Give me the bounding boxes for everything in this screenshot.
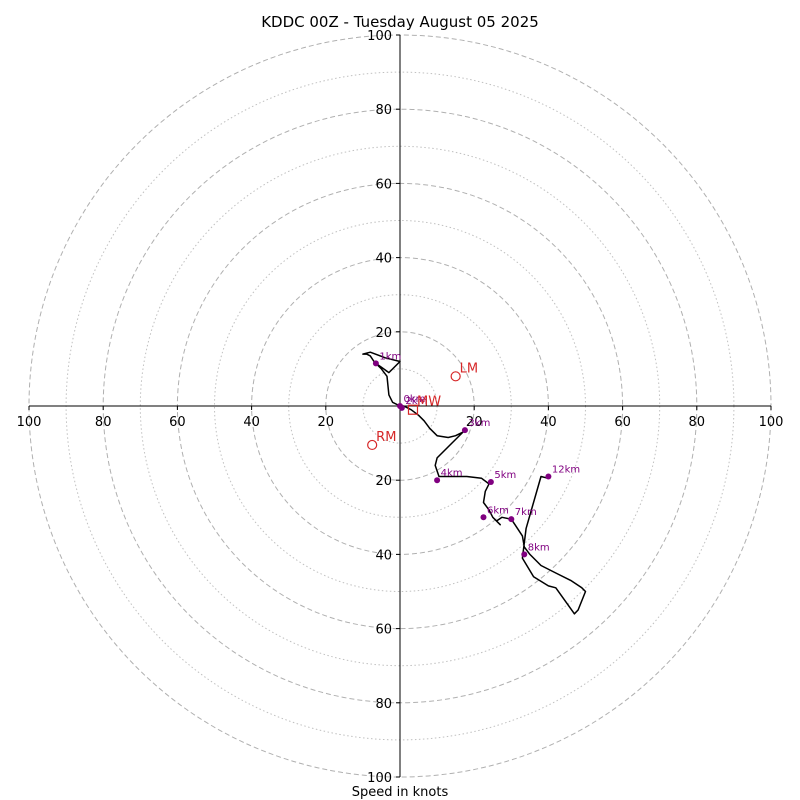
storm-motion-marker-MW: [407, 404, 419, 415]
height-marker-label: 0km: [404, 394, 426, 405]
tick-labels: 100 80 60 40 20 20 40 60 80 100 100 80 60 40 20 20 40 60 8…: [17, 29, 784, 786]
height-marker-label: 2km: [405, 396, 427, 407]
storm-motion-label: RM: [376, 430, 396, 445]
x-tick-label: 100: [759, 415, 784, 430]
hodograph-trace: [400, 405, 587, 615]
hodograph-trace: [362, 351, 401, 407]
y-tick-label: 20: [375, 474, 392, 489]
storm-motion-marker-RM: [367, 439, 378, 451]
height-marker-label: 12km: [552, 464, 580, 475]
y-tick-label: 20: [375, 326, 392, 341]
y-tick-label: 80: [375, 697, 392, 712]
height-marker-label: 4km: [441, 468, 463, 479]
height-marker-12km: [545, 473, 552, 480]
x-axis-label: Speed in knots: [352, 785, 449, 800]
height-marker-7km: [508, 516, 515, 523]
y-tick-label: 60: [375, 177, 392, 192]
height-marker-2km: [398, 404, 405, 411]
x-tick-label: 100: [17, 415, 42, 430]
storm-motion-label: MW: [417, 395, 441, 410]
x-tick-label: 40: [540, 415, 557, 430]
height-marker-label: 5km: [494, 470, 516, 481]
height-marker-4km: [434, 477, 441, 484]
storm-motion-markers: LM MW RM: [367, 361, 478, 451]
y-tick-label: 80: [375, 103, 392, 118]
chart-title: KDDC 00Z - Tuesday August 05 2025: [261, 13, 539, 31]
height-marker-label: 3km: [468, 418, 490, 429]
height-marker-label: 1km: [379, 351, 401, 362]
x-tick-label: 40: [243, 415, 260, 430]
x-tick-label: 60: [169, 415, 186, 430]
height-marker-label: 8km: [528, 542, 550, 553]
x-tick-label: 80: [95, 415, 112, 430]
height-marker-1km: [372, 360, 379, 367]
height-marker-6km: [480, 514, 487, 521]
storm-motion-label: LM: [460, 361, 478, 376]
height-marker-label: 7km: [515, 507, 537, 518]
storm-motion-marker-LM: [450, 371, 461, 382]
y-tick-label: 40: [375, 548, 392, 563]
y-tick-label: 40: [375, 252, 392, 267]
height-marker-label: 6km: [487, 505, 509, 516]
y-tick-label: 60: [375, 623, 392, 638]
x-tick-label: 20: [466, 415, 483, 430]
x-tick-label: 20: [318, 415, 335, 430]
y-tick-label: 100: [367, 771, 392, 786]
height-marker-8km: [521, 551, 528, 558]
hodograph-traces: [362, 351, 587, 615]
height-markers: 0km 1km 2km 3km 4km 5km 6km 7km 8km 12km: [372, 351, 580, 558]
height-marker-5km: [487, 479, 494, 486]
x-tick-label: 60: [614, 415, 631, 430]
y-tick-label: 100: [367, 29, 392, 44]
x-tick-label: 80: [689, 415, 706, 430]
height-marker-3km: [461, 427, 468, 434]
